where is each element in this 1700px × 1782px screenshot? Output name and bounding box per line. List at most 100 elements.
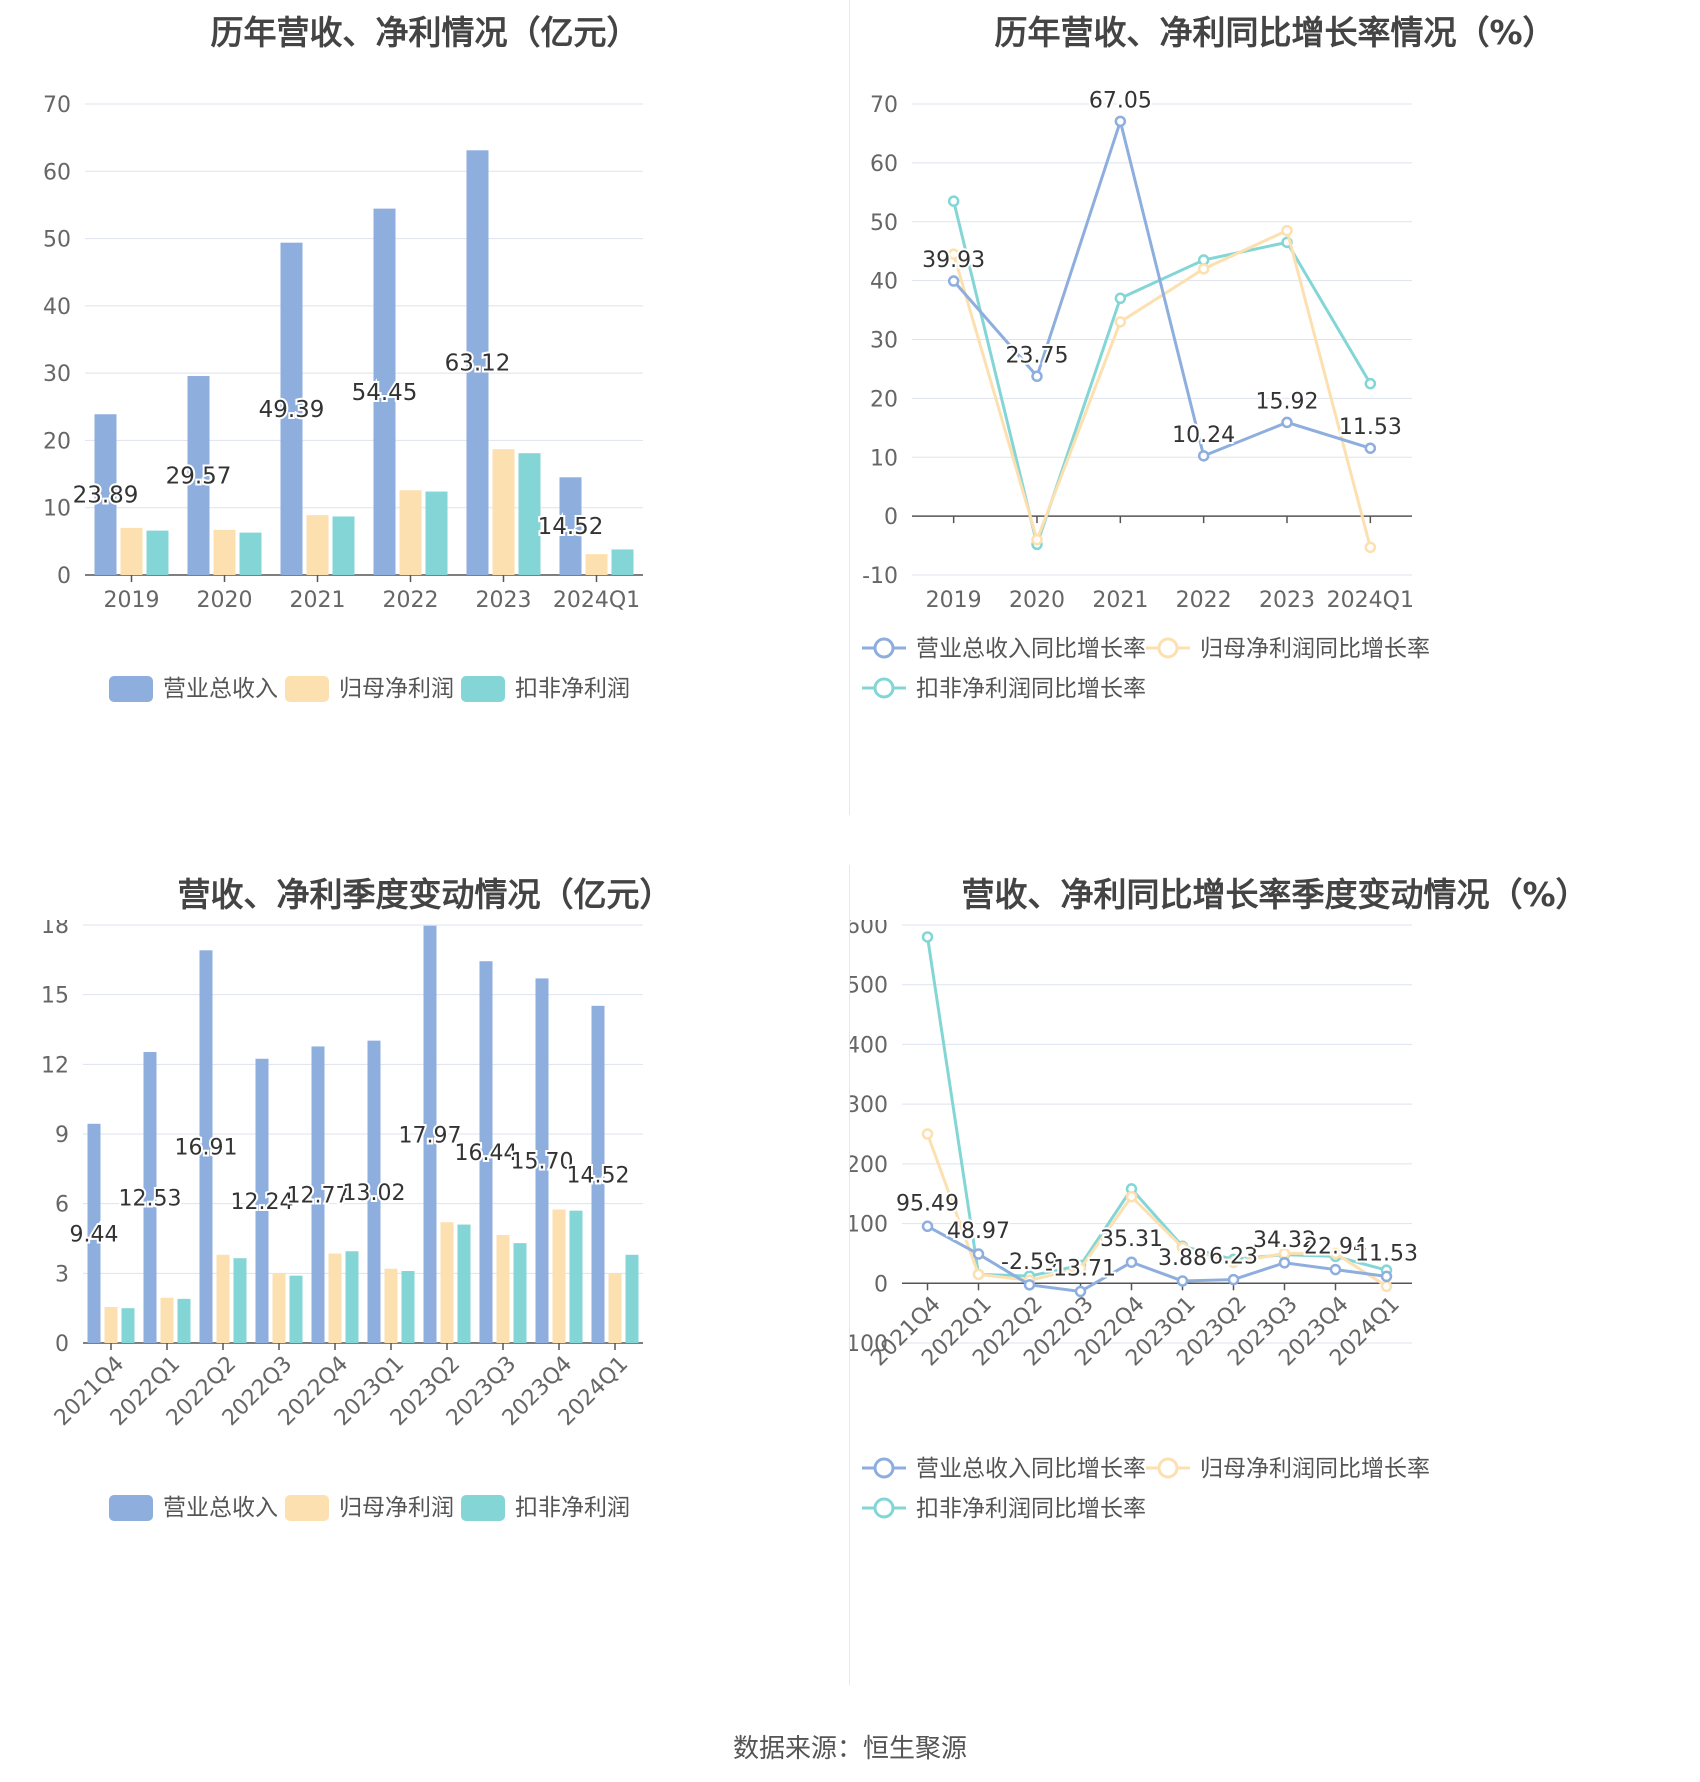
legend-label: 归母净利润 — [339, 676, 454, 702]
legend-label: 扣非净利润 — [515, 1495, 630, 1521]
series-point — [1197, 263, 1210, 275]
data-label: 39.93 — [922, 248, 985, 273]
bar-revenue — [311, 1046, 325, 1343]
data-label: -2.59 — [1001, 1250, 1058, 1275]
series-point — [1364, 377, 1377, 390]
bar-net-profit — [120, 527, 143, 575]
data-label: 14.52 — [538, 514, 604, 540]
quarterly-growth-line-chart: -10001002003004005006002021Q42022Q12022Q… — [850, 920, 1430, 1522]
bar-net-profit — [552, 1209, 566, 1343]
y-tick-label: 0 — [884, 505, 898, 530]
legend-label: 归母净利润同比增长率 — [1200, 636, 1430, 662]
y-tick-label: 0 — [874, 1272, 888, 1297]
bar-net-profit — [160, 1297, 174, 1343]
series-point — [1023, 1279, 1036, 1291]
y-tick-label: 100 — [850, 1213, 888, 1238]
bar-net-profit — [608, 1273, 622, 1343]
legend-swatch — [461, 1495, 505, 1521]
series-point — [1176, 1241, 1189, 1254]
data-label: 3.88 — [1158, 1246, 1207, 1271]
data-label: 29.57 — [166, 464, 232, 490]
data-label: -13.71 — [1045, 1256, 1116, 1281]
y-tick-label: 70 — [43, 93, 71, 118]
data-label: 16.91 — [175, 1136, 238, 1161]
x-tick-label: 2024Q1 — [1327, 588, 1414, 613]
data-label: 10.24 — [1172, 423, 1235, 448]
y-tick-label: 500 — [850, 974, 888, 999]
x-tick-label: 2021 — [1092, 588, 1148, 613]
x-tick-label: 2022 — [1176, 588, 1232, 613]
data-label: 54.45 — [352, 380, 418, 406]
bar-net-profit — [306, 515, 329, 575]
y-tick-label: 3 — [55, 1262, 69, 1287]
data-source: 数据来源：恒生聚源 — [732, 1734, 967, 1764]
x-tick-label: 2022 — [383, 588, 439, 613]
x-tick-label: 2019 — [104, 588, 160, 613]
bar-deducted-profit — [401, 1271, 415, 1343]
bar-net-profit — [440, 1222, 454, 1343]
legend-label: 归母净利润 — [339, 1495, 454, 1521]
data-label: 6.23 — [1209, 1245, 1258, 1270]
data-label: 23.75 — [1006, 343, 1069, 368]
data-label: 13.02 — [343, 1181, 406, 1206]
legend-marker — [1157, 1457, 1179, 1479]
series-point — [1114, 115, 1127, 128]
data-label: 14.52 — [567, 1163, 630, 1188]
series-point — [1380, 1280, 1393, 1293]
panel-annual-revenue-profit: 历年营收、净利情况（亿元） 0 10 20 30 40 50 60 70 2019 2020 202… — [0, 0, 850, 860]
panel-quarterly-revenue-profit: 营收、净利季度变动情况（亿元） 0 3 6 9 12 15 18 2021Q4 2022Q1 20… — [0, 860, 850, 1720]
legend-swatch — [461, 676, 505, 702]
legend-marker — [873, 1497, 895, 1519]
data-label: 34.32 — [1253, 1228, 1316, 1253]
bar-revenue — [94, 414, 117, 575]
series-line — [952, 228, 1372, 548]
bar-revenue — [199, 950, 213, 1343]
y-tick-label: 200 — [850, 1153, 888, 1178]
bar-revenue — [466, 150, 489, 575]
legend-label: 营业总收入同比增长率 — [916, 636, 1146, 662]
legend-label: 营业总收入 — [163, 1495, 278, 1521]
series-point — [1074, 1285, 1087, 1298]
y-tick-label: 12 — [41, 1053, 69, 1078]
y-tick-label: 30 — [870, 329, 898, 354]
legend-swatch — [285, 1495, 329, 1521]
bar-revenue — [373, 208, 396, 576]
series-line — [952, 200, 1372, 550]
y-tick-label: 70 — [870, 93, 898, 118]
y-tick-label: 15 — [41, 984, 69, 1009]
bar-deducted-profit — [457, 1224, 471, 1343]
y-tick-label: 60 — [870, 152, 898, 177]
panel-annual-growth: 历年营收、净利同比增长率情况（%） -10 0 10 20 30 40 50 60 70 2019… — [850, 0, 1700, 860]
series-point — [1031, 533, 1043, 546]
y-tick-label: 6 — [55, 1193, 69, 1218]
series-point — [947, 195, 960, 207]
data-label: 63.12 — [445, 351, 511, 377]
series-point — [1176, 1275, 1189, 1287]
series-point — [1114, 316, 1127, 328]
bar-revenue — [187, 376, 210, 575]
legend-label: 扣非净利润同比增长率 — [916, 676, 1146, 702]
divider-bottom — [849, 865, 850, 1685]
bar-revenue — [367, 1040, 381, 1343]
legend-marker — [873, 1457, 895, 1479]
series-point — [1074, 1262, 1087, 1275]
series-point — [1125, 1190, 1138, 1203]
bar-revenue — [591, 1005, 605, 1343]
series-point — [1329, 1263, 1342, 1276]
bar-deducted-profit — [425, 491, 448, 575]
bar-revenue — [280, 242, 303, 576]
bar-revenue — [255, 1058, 269, 1343]
data-label: 17.97 — [399, 1123, 462, 1148]
series-point — [947, 275, 960, 287]
bar-net-profit — [328, 1253, 342, 1343]
data-label: 15.70 — [511, 1150, 574, 1175]
x-tick-label: 2024Q1 — [553, 588, 640, 613]
bar-revenue — [87, 1123, 101, 1343]
series-line — [926, 936, 1387, 1278]
legend-marker — [873, 677, 895, 699]
series-point — [1197, 450, 1210, 462]
data-label: 95.49 — [896, 1191, 959, 1216]
series-line — [952, 115, 1371, 458]
bar-deducted-profit — [121, 1308, 135, 1343]
bar-net-profit — [384, 1268, 398, 1343]
